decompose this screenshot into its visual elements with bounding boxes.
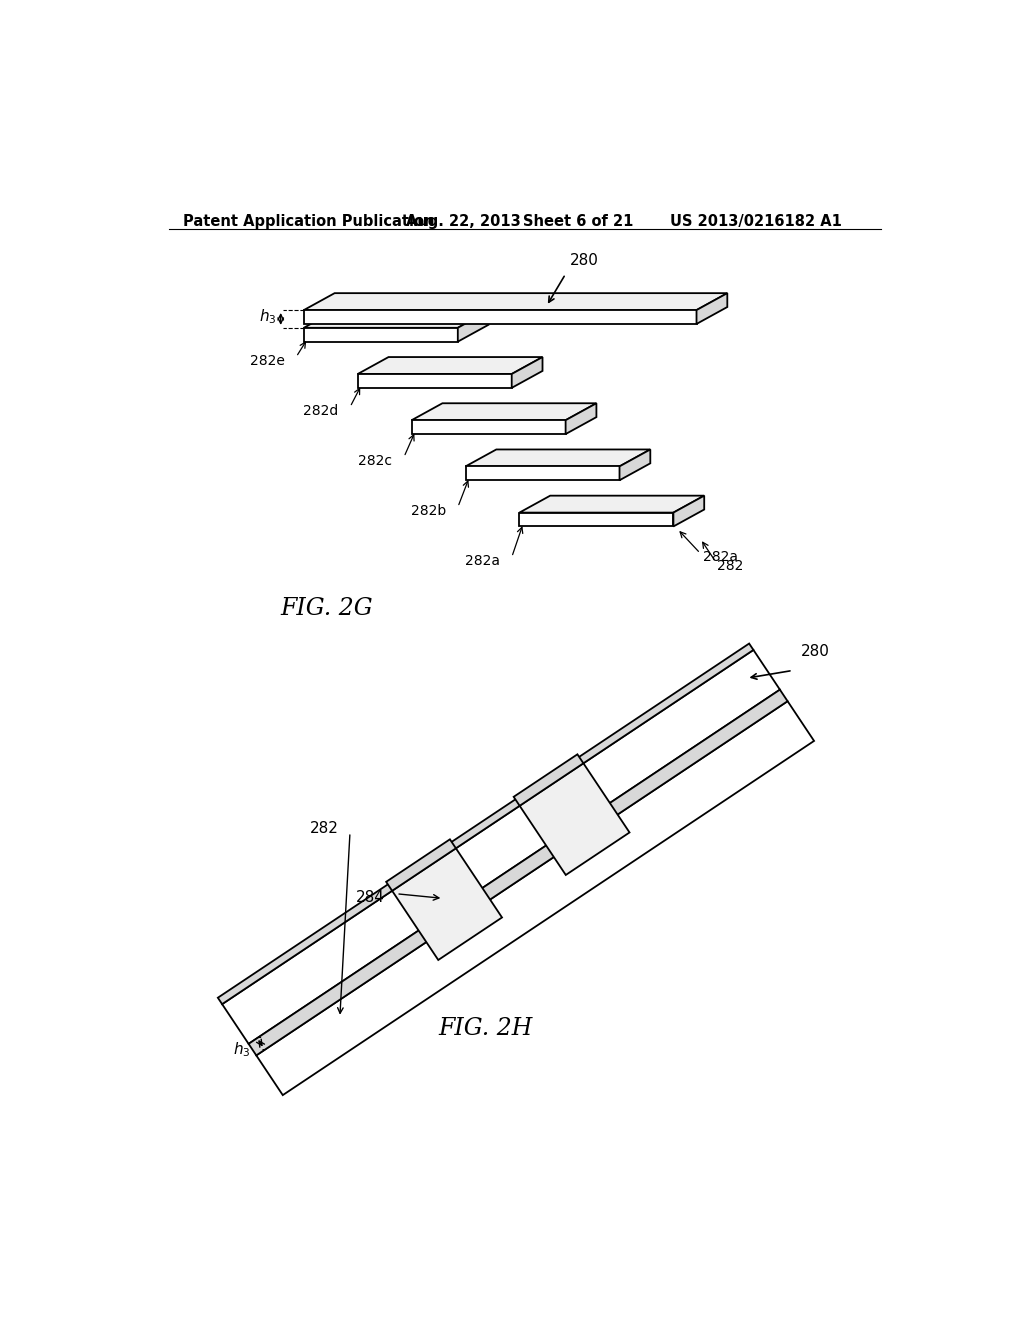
Polygon shape bbox=[304, 327, 458, 342]
Text: 280: 280 bbox=[801, 644, 829, 659]
Text: FIG. 2G: FIG. 2G bbox=[281, 598, 374, 620]
Text: FIG. 2H: FIG. 2H bbox=[438, 1016, 532, 1040]
Polygon shape bbox=[466, 449, 650, 466]
Text: 282b: 282b bbox=[411, 504, 446, 517]
Polygon shape bbox=[519, 512, 674, 527]
Polygon shape bbox=[222, 649, 780, 1044]
Text: Patent Application Publication: Patent Application Publication bbox=[183, 214, 434, 228]
Text: 282: 282 bbox=[309, 821, 339, 836]
Polygon shape bbox=[249, 689, 787, 1056]
Polygon shape bbox=[458, 312, 488, 342]
Polygon shape bbox=[519, 763, 630, 875]
Polygon shape bbox=[412, 404, 596, 420]
Text: 284: 284 bbox=[355, 890, 385, 906]
Polygon shape bbox=[519, 496, 705, 512]
Polygon shape bbox=[696, 293, 727, 323]
Polygon shape bbox=[357, 358, 543, 374]
Text: 280: 280 bbox=[569, 252, 598, 268]
Polygon shape bbox=[304, 293, 727, 310]
Text: 282a: 282a bbox=[702, 550, 737, 564]
Text: US 2013/0216182 A1: US 2013/0216182 A1 bbox=[670, 214, 842, 228]
Polygon shape bbox=[386, 840, 456, 891]
Text: 282c: 282c bbox=[358, 454, 392, 469]
Text: 282: 282 bbox=[717, 558, 743, 573]
Polygon shape bbox=[466, 466, 620, 480]
Text: Sheet 6 of 21: Sheet 6 of 21 bbox=[523, 214, 634, 228]
Text: Aug. 22, 2013: Aug. 22, 2013 bbox=[407, 214, 521, 228]
Text: 282e: 282e bbox=[250, 354, 285, 368]
Polygon shape bbox=[304, 312, 488, 327]
Text: 282d: 282d bbox=[303, 404, 339, 418]
Text: $h_3$: $h_3$ bbox=[233, 1040, 251, 1059]
Polygon shape bbox=[218, 644, 754, 1005]
Polygon shape bbox=[256, 701, 814, 1096]
Polygon shape bbox=[512, 358, 543, 388]
Polygon shape bbox=[674, 496, 705, 527]
Polygon shape bbox=[620, 449, 650, 480]
Text: 282a: 282a bbox=[465, 554, 500, 568]
Polygon shape bbox=[514, 754, 584, 805]
Polygon shape bbox=[565, 404, 596, 434]
Polygon shape bbox=[304, 310, 696, 323]
Polygon shape bbox=[357, 374, 512, 388]
Polygon shape bbox=[392, 849, 502, 960]
Text: $h_3$: $h_3$ bbox=[259, 308, 276, 326]
Polygon shape bbox=[412, 420, 565, 434]
